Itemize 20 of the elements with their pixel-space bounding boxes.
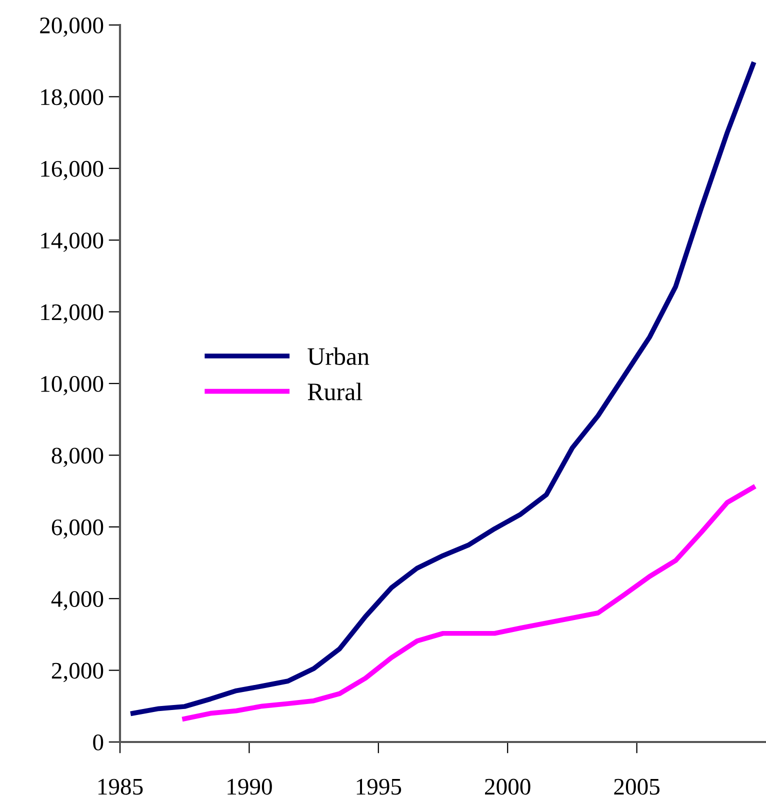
y-tick-label: 6,000 <box>52 519 104 539</box>
y-tick-label: 0 <box>93 734 104 750</box>
legend-label: Rural <box>308 382 362 400</box>
x-tick-label: 2005 <box>614 778 660 795</box>
x-tick-label: 1985 <box>98 778 143 795</box>
x-tick-label: 1990 <box>228 778 272 795</box>
y-tick-label: 20,000 <box>40 17 104 37</box>
y-tick-label: 14,000 <box>41 232 104 252</box>
y-tick-label: 2,000 <box>52 662 104 682</box>
y-tick-label: 12,000 <box>41 304 104 324</box>
line-series <box>182 485 756 722</box>
y-tick-label: 10,000 <box>41 376 104 396</box>
line-series <box>130 62 756 716</box>
y-tick-label: 8,000 <box>52 448 104 468</box>
y-tick-label: 16,000 <box>41 160 104 180</box>
legend-label: Urban <box>308 347 370 365</box>
x-tick-label: 1995 <box>356 778 402 795</box>
y-tick-label: 4,000 <box>51 591 104 610</box>
y-tick-label: 18,000 <box>41 89 104 109</box>
x-tick-label: 2000 <box>485 778 530 795</box>
